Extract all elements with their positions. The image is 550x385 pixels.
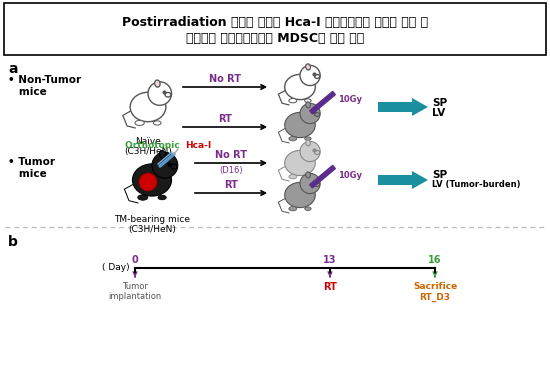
Ellipse shape — [158, 195, 166, 200]
FancyBboxPatch shape — [4, 3, 546, 55]
Ellipse shape — [315, 112, 320, 116]
Text: (D16): (D16) — [219, 166, 243, 175]
Text: a: a — [8, 62, 18, 76]
Ellipse shape — [307, 65, 310, 69]
Ellipse shape — [305, 137, 311, 141]
Ellipse shape — [285, 74, 315, 100]
Bar — [378, 102, 412, 112]
Text: RT: RT — [218, 114, 232, 124]
Text: mice: mice — [8, 169, 47, 179]
Text: 종양침투 림프구내에서의 MDSC의 빈도 분석: 종양침투 림프구내에서의 MDSC의 빈도 분석 — [186, 32, 364, 45]
Text: TM-bearing mice
(C3H/HeN): TM-bearing mice (C3H/HeN) — [114, 215, 190, 234]
Text: 0: 0 — [131, 255, 139, 265]
Circle shape — [148, 82, 172, 105]
Ellipse shape — [289, 206, 297, 211]
Circle shape — [300, 104, 320, 124]
Text: Sacrifice
RT_D3: Sacrifice RT_D3 — [413, 282, 457, 301]
Circle shape — [139, 173, 157, 191]
Ellipse shape — [138, 195, 148, 200]
Bar — [378, 175, 412, 185]
Text: Hca-I: Hca-I — [185, 141, 211, 150]
Text: 10Gy: 10Gy — [338, 95, 362, 104]
Circle shape — [300, 141, 320, 162]
Polygon shape — [310, 166, 336, 188]
Ellipse shape — [306, 172, 310, 178]
Text: 16: 16 — [428, 255, 442, 265]
Text: No RT: No RT — [209, 74, 241, 84]
Circle shape — [152, 152, 178, 178]
Polygon shape — [412, 98, 428, 116]
Polygon shape — [310, 91, 336, 114]
Ellipse shape — [133, 164, 172, 196]
Ellipse shape — [170, 164, 177, 169]
Text: • Tumor: • Tumor — [8, 157, 55, 167]
Ellipse shape — [285, 182, 315, 208]
Ellipse shape — [289, 174, 297, 179]
Circle shape — [300, 65, 320, 85]
Text: RT: RT — [224, 180, 238, 190]
Ellipse shape — [160, 151, 165, 158]
Ellipse shape — [289, 99, 297, 103]
Text: Postirradiation 모델을 이용한 Hca-I 종양으로부터 유도된 비장 및: Postirradiation 모델을 이용한 Hca-I 종양으로부터 유도된… — [122, 15, 428, 28]
Text: 13: 13 — [323, 255, 337, 265]
Ellipse shape — [305, 99, 311, 102]
Text: Orthotopic: Orthotopic — [125, 141, 183, 150]
Ellipse shape — [305, 175, 311, 179]
Text: LV (Tumor-burden): LV (Tumor-burden) — [432, 181, 520, 189]
Text: SP: SP — [432, 170, 447, 180]
Ellipse shape — [285, 151, 315, 176]
Ellipse shape — [155, 80, 160, 87]
Polygon shape — [412, 171, 428, 189]
Ellipse shape — [289, 137, 297, 141]
Text: RT: RT — [323, 282, 337, 292]
Ellipse shape — [315, 75, 320, 79]
Ellipse shape — [153, 121, 161, 125]
Ellipse shape — [306, 140, 310, 146]
Text: • Non-Tumor: • Non-Tumor — [8, 75, 81, 85]
Text: No RT: No RT — [215, 150, 247, 160]
Ellipse shape — [315, 182, 320, 186]
Ellipse shape — [135, 121, 144, 126]
Ellipse shape — [306, 64, 310, 70]
Ellipse shape — [305, 207, 311, 211]
Text: 10Gy: 10Gy — [338, 171, 362, 179]
Text: LV: LV — [432, 108, 446, 118]
Ellipse shape — [315, 151, 320, 154]
Text: mice: mice — [8, 87, 47, 97]
Text: SP: SP — [432, 98, 447, 108]
Ellipse shape — [130, 92, 166, 122]
Text: b: b — [8, 235, 18, 249]
Ellipse shape — [156, 81, 159, 86]
Circle shape — [300, 173, 320, 194]
Text: Tumor
implantation: Tumor implantation — [108, 282, 162, 301]
Text: ( Day): ( Day) — [102, 263, 130, 271]
Text: Naïve
(C3H/HeN): Naïve (C3H/HeN) — [124, 137, 172, 156]
Ellipse shape — [306, 102, 310, 108]
Ellipse shape — [285, 112, 315, 137]
Ellipse shape — [165, 92, 171, 97]
